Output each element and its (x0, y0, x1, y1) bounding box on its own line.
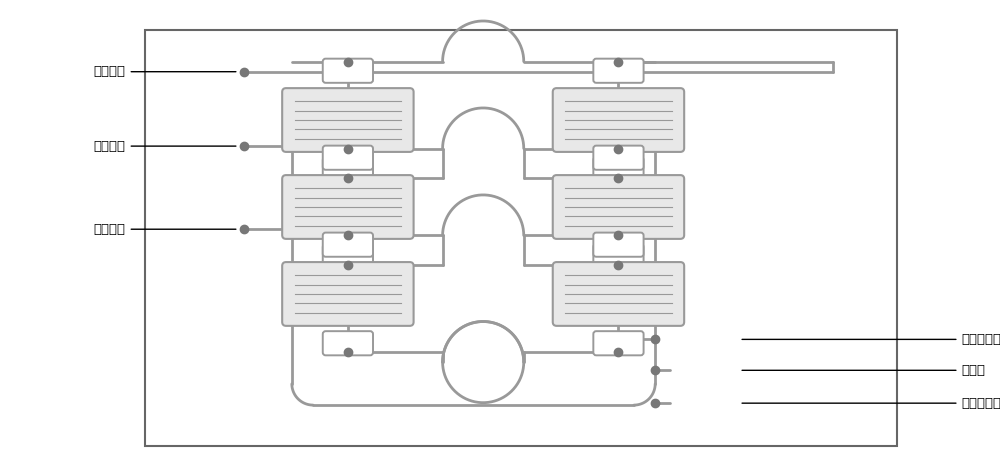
FancyBboxPatch shape (323, 331, 373, 355)
FancyBboxPatch shape (282, 262, 414, 326)
FancyBboxPatch shape (553, 262, 684, 326)
FancyBboxPatch shape (282, 88, 414, 152)
FancyBboxPatch shape (282, 175, 414, 239)
FancyBboxPatch shape (323, 244, 373, 268)
FancyBboxPatch shape (323, 59, 373, 83)
FancyBboxPatch shape (323, 146, 373, 170)
FancyBboxPatch shape (593, 157, 644, 181)
FancyBboxPatch shape (593, 244, 644, 268)
FancyBboxPatch shape (593, 331, 644, 355)
Text: 培养液: 培养液 (742, 364, 986, 377)
FancyBboxPatch shape (553, 175, 684, 239)
Text: 细胞出口: 细胞出口 (94, 139, 236, 153)
Text: 细胞出口: 细胞出口 (94, 65, 236, 78)
FancyBboxPatch shape (593, 59, 644, 83)
FancyBboxPatch shape (145, 30, 897, 446)
Text: 培养液入口: 培养液入口 (742, 397, 1000, 410)
Text: 培养液出口: 培养液出口 (742, 333, 1000, 346)
FancyBboxPatch shape (553, 88, 684, 152)
FancyBboxPatch shape (593, 233, 644, 257)
FancyBboxPatch shape (323, 233, 373, 257)
FancyBboxPatch shape (323, 157, 373, 181)
FancyBboxPatch shape (593, 146, 644, 170)
Text: 细胞入口: 细胞入口 (94, 223, 236, 236)
